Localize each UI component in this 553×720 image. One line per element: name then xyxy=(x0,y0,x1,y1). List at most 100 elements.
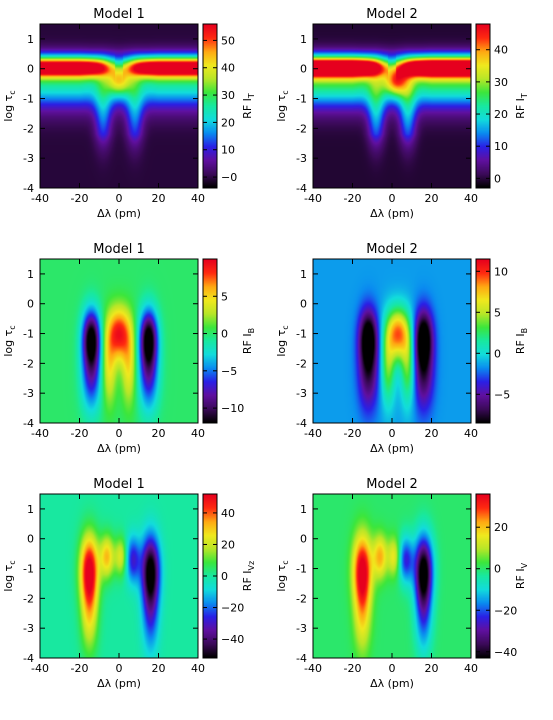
x-tick-label: 20 xyxy=(425,192,439,205)
panel-3: Model 1 -40 -20 0 20 40 -4 -3 -2 -1 0 1 Δλ (pm) log τ… xyxy=(2,242,256,455)
y-tick-label: -4 xyxy=(23,182,34,195)
colorbar-tick-label: 0 xyxy=(221,570,228,583)
x-tick-label: -40 xyxy=(31,662,49,675)
y-axis-label: log τc xyxy=(2,90,17,121)
x-tick-label: 40 xyxy=(464,662,478,675)
colorbar-tick-label: −20 xyxy=(494,604,517,617)
y-tick-label: -4 xyxy=(23,652,34,665)
heatmap-image xyxy=(40,494,198,658)
colorbar-tick-label: 30 xyxy=(221,89,235,102)
colorbar-label: RF IV xyxy=(514,562,529,589)
panel-title: Model 2 xyxy=(366,7,417,22)
colorbar-tick-label: 20 xyxy=(221,538,235,551)
y-tick-label: 0 xyxy=(300,298,307,311)
y-tick-label: 1 xyxy=(27,503,34,516)
x-axis-label: Δλ (pm) xyxy=(97,442,141,455)
y-tick-label: -3 xyxy=(23,622,34,635)
colorbar xyxy=(476,24,490,188)
y-tick-label: 1 xyxy=(300,503,307,516)
colorbar-tick-label: 10 xyxy=(494,265,508,278)
x-tick-label: -40 xyxy=(304,192,322,205)
x-axis-label: Δλ (pm) xyxy=(370,677,414,690)
colorbar-tick-label: 0 xyxy=(221,328,228,341)
x-tick-label: -40 xyxy=(304,662,322,675)
y-tick-label: -3 xyxy=(23,387,34,400)
x-axis-label: Δλ (pm) xyxy=(97,207,141,220)
y-tick-label: -2 xyxy=(296,122,307,135)
colorbar-frame xyxy=(202,23,218,189)
colorbar-tick-label: −0 xyxy=(221,171,237,184)
y-tick-label: -4 xyxy=(296,652,307,665)
y-tick-label: -1 xyxy=(296,93,307,106)
y-tick-label: 0 xyxy=(27,63,34,76)
y-tick-label: -2 xyxy=(296,592,307,605)
y-tick-label: -4 xyxy=(296,417,307,430)
y-tick-label: -1 xyxy=(23,328,34,341)
x-tick-label: -40 xyxy=(31,192,49,205)
colorbar-tick-label: 20 xyxy=(494,108,508,121)
panel-title: Model 2 xyxy=(366,477,417,492)
colorbar xyxy=(203,24,217,188)
colorbar-tick-label: 0 xyxy=(494,347,501,360)
colorbar-tick-label: −40 xyxy=(494,646,517,659)
panel-6: Model 2 -40 -20 0 20 40 -4 -3 -2 -1 0 1 Δλ (pm) log τ… xyxy=(275,477,529,690)
colorbar-tick-label: 0 xyxy=(494,563,501,576)
colorbar xyxy=(476,494,490,658)
colorbar-frame xyxy=(475,258,491,424)
panel-title: Model 1 xyxy=(93,7,144,22)
heatmap-image xyxy=(313,494,471,658)
x-tick-label: 40 xyxy=(464,427,478,440)
panel-title: Model 2 xyxy=(366,242,417,257)
y-tick-label: -1 xyxy=(23,93,34,106)
colorbar-tick-label: 5 xyxy=(494,306,501,319)
colorbar xyxy=(203,259,217,423)
x-tick-label: -40 xyxy=(304,427,322,440)
y-axis-label: log τc xyxy=(275,325,290,356)
y-tick-label: 1 xyxy=(27,33,34,46)
colorbar-label: RF IT xyxy=(514,93,529,119)
y-axis-label: log τc xyxy=(2,560,17,591)
heatmap-image xyxy=(313,259,471,423)
colorbar-tick-label: 0 xyxy=(494,172,501,185)
x-axis-label: Δλ (pm) xyxy=(97,677,141,690)
colorbar-tick-label: 20 xyxy=(221,116,235,129)
colorbar-label: RF IVz xyxy=(241,561,256,591)
colorbar-tick-label: 10 xyxy=(221,144,235,157)
x-tick-label: -20 xyxy=(344,427,362,440)
colorbar xyxy=(203,494,217,658)
colorbar-tick-label: −40 xyxy=(221,633,244,646)
y-tick-label: -1 xyxy=(296,563,307,576)
colorbar-tick-label: 5 xyxy=(221,290,228,303)
x-axis-label: Δλ (pm) xyxy=(370,207,414,220)
x-tick-label: -20 xyxy=(71,192,89,205)
panel-4: Model 2 -40 -20 0 20 40 -4 -3 -2 -1 0 1 Δλ (pm) log τ… xyxy=(275,242,529,455)
y-tick-label: -4 xyxy=(23,417,34,430)
x-tick-label: -40 xyxy=(31,427,49,440)
colorbar-tick-label: 40 xyxy=(221,62,235,75)
heatmap-image xyxy=(313,24,471,188)
x-tick-label: 0 xyxy=(116,427,123,440)
colorbar-tick-label: 10 xyxy=(494,140,508,153)
y-tick-label: -3 xyxy=(296,622,307,635)
colorbar-label: RF IB xyxy=(241,328,256,354)
y-axis-label: log τc xyxy=(2,325,17,356)
y-tick-label: -2 xyxy=(296,357,307,370)
colorbar-frame xyxy=(475,23,491,189)
y-tick-label: -2 xyxy=(23,357,34,370)
x-tick-label: 20 xyxy=(152,192,166,205)
colorbar-frame xyxy=(202,258,218,424)
x-tick-label: 0 xyxy=(116,662,123,675)
x-tick-label: 40 xyxy=(191,427,205,440)
colorbar-tick-label: −5 xyxy=(221,365,237,378)
colorbar xyxy=(476,259,490,423)
heatmap-image xyxy=(40,24,198,188)
x-tick-label: 0 xyxy=(389,662,396,675)
panel-1: Model 1 -40 -20 0 20 40 -4 -3 -2 -1 0 1 Δλ (pm) log τ… xyxy=(2,7,256,220)
y-tick-label: -2 xyxy=(23,592,34,605)
y-tick-label: 0 xyxy=(300,63,307,76)
x-tick-label: 0 xyxy=(116,192,123,205)
x-tick-label: 0 xyxy=(389,427,396,440)
y-tick-label: -1 xyxy=(23,563,34,576)
y-tick-label: 0 xyxy=(27,533,34,546)
